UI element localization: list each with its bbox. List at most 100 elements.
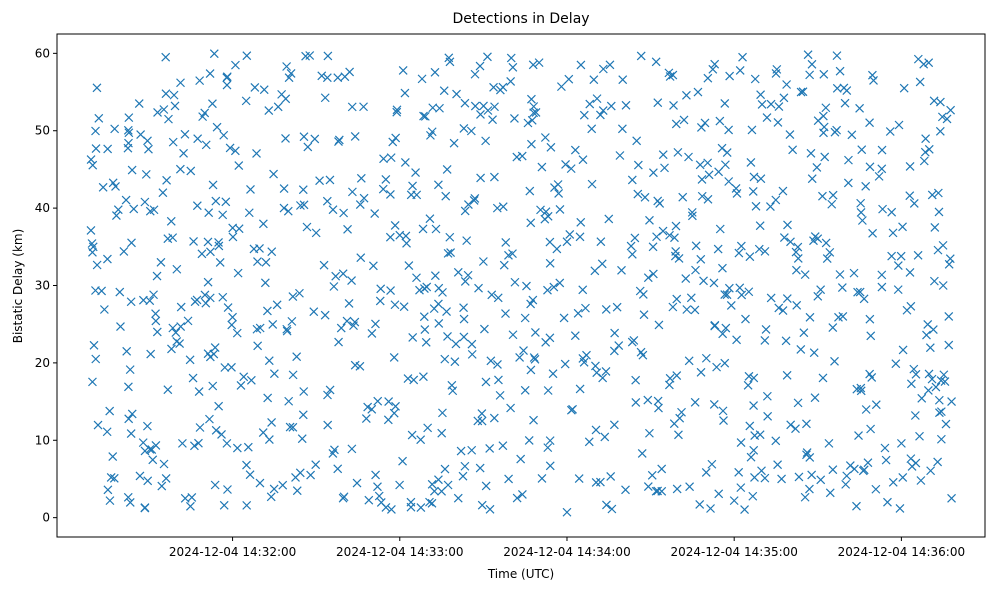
data-point — [745, 252, 755, 262]
data-point — [282, 326, 292, 336]
data-point — [190, 297, 200, 307]
data-point — [121, 195, 131, 205]
data-point — [686, 293, 696, 303]
data-point — [715, 116, 725, 126]
data-point — [403, 374, 413, 383]
data-point — [492, 203, 502, 213]
data-point — [487, 290, 497, 300]
data-point — [574, 474, 584, 483]
data-point — [261, 257, 271, 267]
data-point — [108, 178, 118, 188]
data-point — [690, 305, 700, 315]
x-tick-label: 2024-12-04 14:35:00 — [670, 545, 797, 559]
data-point — [858, 466, 868, 476]
data-point — [400, 88, 410, 98]
data-point — [370, 209, 380, 218]
data-point — [637, 449, 647, 458]
data-point — [893, 285, 903, 295]
data-point — [670, 233, 679, 243]
data-point — [684, 152, 693, 162]
y-tick-label: 20 — [35, 356, 50, 370]
data-point — [253, 341, 263, 351]
data-point — [309, 307, 319, 317]
data-point — [530, 354, 540, 364]
data-point — [938, 281, 948, 290]
data-point — [281, 134, 290, 143]
data-point — [554, 188, 564, 198]
data-point — [844, 155, 853, 165]
data-point — [927, 190, 937, 200]
data-point — [562, 237, 572, 247]
data-point — [871, 400, 881, 410]
data-point — [523, 118, 533, 128]
data-point — [391, 401, 400, 411]
data-point — [677, 407, 686, 417]
data-point — [631, 375, 641, 385]
data-point — [218, 210, 228, 220]
data-point — [268, 319, 278, 329]
data-point — [143, 136, 152, 146]
data-point — [228, 232, 238, 242]
data-point — [561, 159, 570, 169]
data-point — [145, 296, 155, 306]
data-point — [549, 282, 559, 292]
data-point — [576, 60, 586, 70]
data-point — [600, 432, 610, 442]
data-point — [722, 148, 732, 158]
data-point — [857, 145, 867, 155]
data-point — [192, 201, 202, 211]
data-point — [179, 148, 188, 158]
data-point — [802, 419, 811, 429]
data-point — [297, 434, 307, 444]
data-point — [105, 496, 115, 506]
data-point — [343, 224, 352, 234]
data-point — [786, 237, 795, 247]
data-point — [877, 164, 887, 174]
data-point — [161, 474, 171, 483]
y-tick-label: 50 — [35, 124, 50, 138]
data-point — [355, 200, 365, 209]
data-point — [347, 276, 356, 286]
data-point — [715, 224, 725, 234]
data-point — [172, 337, 182, 346]
data-point — [671, 221, 681, 231]
data-point — [854, 431, 863, 440]
data-point — [272, 300, 282, 310]
data-point — [824, 438, 834, 448]
data-point — [520, 313, 530, 323]
data-point — [515, 353, 525, 362]
data-point — [189, 441, 199, 451]
data-point — [552, 244, 562, 254]
data-point — [279, 203, 289, 213]
data-point — [219, 500, 229, 510]
data-point — [865, 118, 875, 128]
data-point — [428, 103, 438, 113]
data-point — [863, 458, 873, 468]
data-point — [670, 251, 680, 261]
data-point — [163, 385, 173, 395]
data-point — [288, 292, 298, 301]
data-point — [774, 102, 784, 111]
data-point — [475, 61, 485, 71]
data-point — [291, 473, 300, 482]
data-point — [469, 196, 479, 205]
data-point — [866, 424, 876, 434]
data-point — [438, 408, 447, 418]
data-point — [564, 74, 574, 84]
data-point — [347, 102, 357, 112]
data-point — [411, 168, 420, 177]
data-point — [363, 402, 373, 412]
data-point — [524, 436, 534, 445]
data-point — [865, 314, 875, 324]
data-point — [246, 185, 255, 194]
data-point — [707, 459, 717, 469]
x-tick-label: 2024-12-04 14:33:00 — [336, 545, 463, 559]
data-point — [164, 114, 173, 124]
data-point — [153, 107, 162, 117]
data-point — [116, 322, 125, 331]
data-point — [643, 482, 653, 492]
data-point — [159, 105, 169, 114]
data-point — [322, 73, 332, 83]
data-point — [339, 208, 349, 218]
data-point — [791, 265, 801, 275]
